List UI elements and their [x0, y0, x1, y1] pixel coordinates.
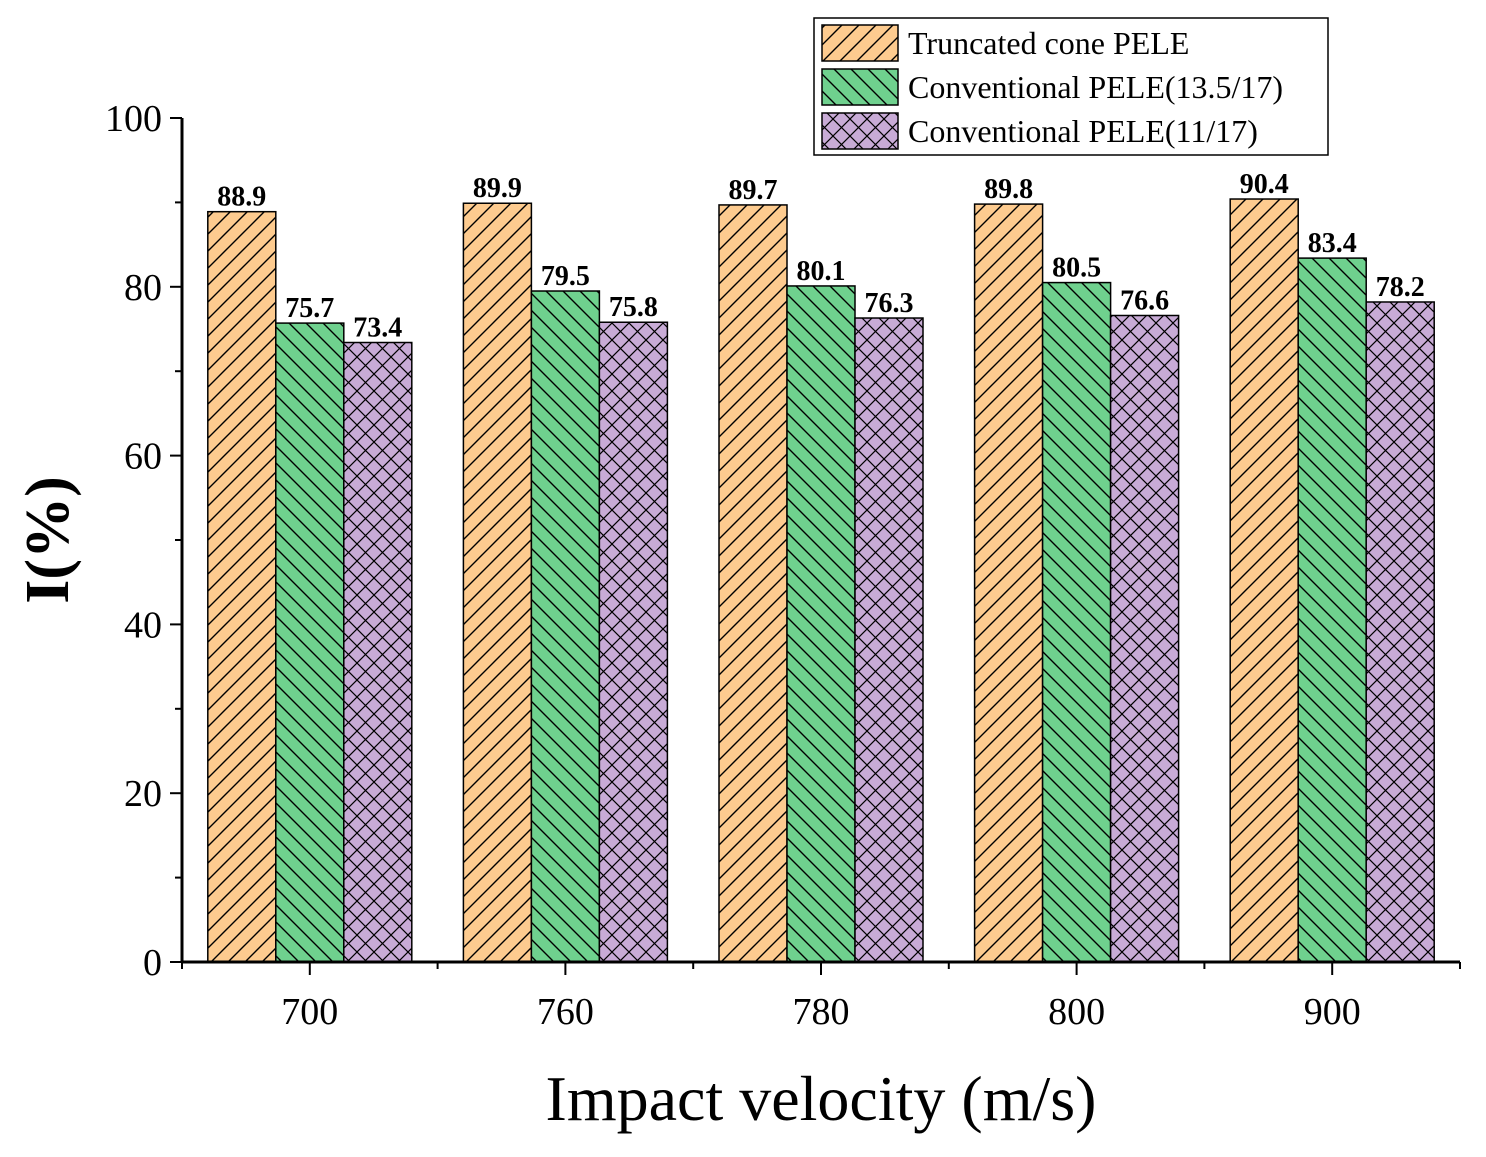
y-tick-label: 0 — [143, 942, 162, 984]
bar-series-3-700 — [343, 341, 413, 963]
data-label: 90.4 — [1240, 169, 1289, 200]
y-tick-label: 40 — [124, 604, 162, 646]
data-label: 79.5 — [541, 261, 590, 292]
y-ticks-group: 0 20 40 60 80 100 — [105, 98, 182, 984]
x-axis-title: Impact velocity (m/s) — [546, 1063, 1097, 1134]
legend-swatch-1 — [821, 24, 899, 62]
y-tick-label: 60 — [124, 436, 162, 478]
bar-series-2-760 — [530, 290, 601, 963]
data-label: 80.5 — [1052, 253, 1101, 284]
bar-series-3-900 — [1365, 301, 1435, 963]
bar-series-3-800 — [1109, 314, 1180, 963]
data-label: 89.7 — [729, 175, 778, 206]
data-label: 80.1 — [797, 256, 846, 287]
y-tick-label: 100 — [105, 98, 162, 140]
bar-series-1-760 — [462, 202, 533, 963]
data-label: 73.4 — [353, 313, 402, 344]
x-tick-label: 760 — [537, 991, 594, 1033]
y-tick-label: 80 — [124, 267, 162, 309]
x-tick-label: 780 — [793, 991, 850, 1033]
data-label: 89.9 — [473, 173, 522, 204]
legend: Truncated cone PELE Conventional PELE(13.… — [813, 17, 1329, 156]
data-label: 88.9 — [217, 182, 266, 213]
x-ticks-group: 700 760 780 800 900 — [181, 962, 1461, 1033]
legend-swatch-3 — [821, 112, 899, 150]
legend-label-3: Conventional PELE(11/17) — [908, 113, 1258, 149]
bar-series-1-900 — [1229, 198, 1299, 963]
bar-series-2-700 — [275, 322, 345, 963]
data-labels-group: 88.9 75.7 73.4 89.9 79.5 75.8 89.7 80.1 76.3 89.8… — [217, 169, 1424, 343]
data-label: 76.6 — [1120, 285, 1169, 316]
y-axis-title: I(%) — [14, 476, 82, 603]
data-label: 83.4 — [1308, 228, 1357, 259]
bar-series-2-800 — [1041, 281, 1112, 963]
data-label: 75.7 — [285, 293, 334, 324]
bar-series-2-780 — [786, 285, 856, 963]
bar-series-3-760 — [598, 321, 669, 963]
bar-series-3-780 — [854, 317, 924, 963]
x-tick-label: 900 — [1304, 991, 1361, 1033]
legend-label-2: Conventional PELE(13.5/17) — [908, 69, 1283, 105]
bar-series-1-780 — [718, 204, 788, 963]
data-label: 76.3 — [865, 288, 914, 319]
bar-series-1-700 — [207, 210, 277, 963]
legend-label-1: Truncated cone PELE — [908, 25, 1189, 61]
x-tick-label: 800 — [1048, 991, 1105, 1033]
data-label: 78.2 — [1376, 272, 1425, 303]
bar-series-1-800 — [973, 203, 1044, 963]
legend-swatch-2 — [821, 68, 899, 106]
data-label: 89.8 — [984, 174, 1033, 205]
legend-box — [813, 17, 1329, 156]
x-tick-label: 700 — [281, 991, 338, 1033]
y-tick-label: 20 — [124, 773, 162, 815]
bar-series-2-900 — [1297, 257, 1367, 963]
data-label: 75.8 — [609, 292, 658, 323]
bars-group — [207, 198, 1435, 963]
